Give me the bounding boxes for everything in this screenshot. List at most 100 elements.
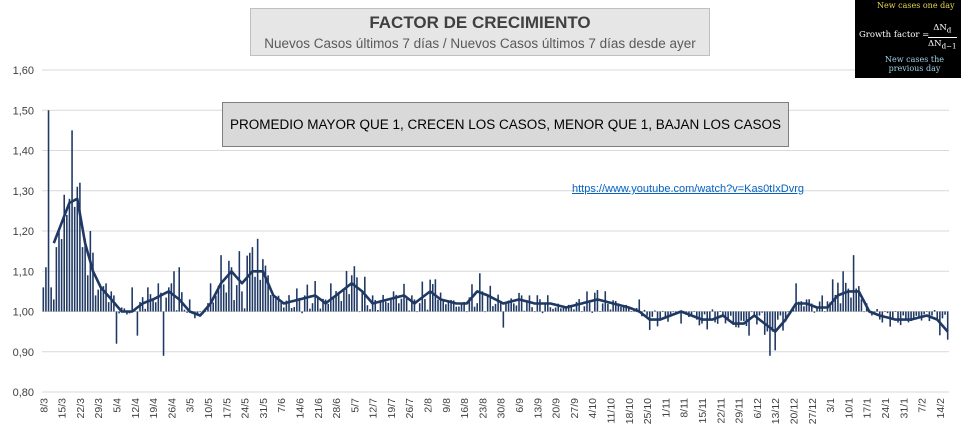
y-tick-label: 1,60 xyxy=(13,65,34,77)
daily-factor-bar xyxy=(445,304,447,312)
daily-factor-bar xyxy=(115,311,118,344)
annotation-text: PROMEDIO MAYOR QUE 1, CRECEN LOS CASOS, … xyxy=(229,117,782,132)
daily-factor-bar xyxy=(293,306,296,312)
daily-factor-bar xyxy=(303,295,306,312)
daily-factor-bar xyxy=(941,311,944,319)
daily-factor-bar xyxy=(262,259,264,312)
daily-factor-bar xyxy=(267,275,269,312)
daily-factor-bar xyxy=(400,298,403,312)
daily-factor-bar xyxy=(565,306,567,312)
daily-factor-bar xyxy=(805,299,808,312)
formula-top-note: New cases one day xyxy=(877,1,955,10)
daily-factor-bar xyxy=(110,291,113,312)
daily-factor-bar xyxy=(894,311,897,312)
x-tick-label: 27/9 xyxy=(569,398,581,419)
x-tick-label: 22/3 xyxy=(75,398,87,419)
daily-factor-bar xyxy=(711,309,714,312)
daily-factor-bar xyxy=(902,311,905,316)
daily-factor-bar xyxy=(264,265,267,312)
daily-factor-bar xyxy=(567,304,570,312)
daily-factor-bar xyxy=(42,287,45,312)
daily-factor-bar xyxy=(769,311,771,356)
x-tick-label: 2/8 xyxy=(423,398,435,413)
x-tick-label: 26/4 xyxy=(166,398,178,419)
daily-factor-bar xyxy=(442,300,445,312)
daily-factor-bar xyxy=(787,311,790,313)
daily-factor-bar xyxy=(821,295,824,312)
daily-factor-bar xyxy=(852,255,855,312)
y-tick-label: 1,00 xyxy=(13,307,34,319)
daily-factor-bar xyxy=(186,311,188,313)
daily-factor-bar xyxy=(282,307,285,312)
daily-factor-bar xyxy=(486,295,489,312)
x-tick-label: 11/10 xyxy=(606,398,618,424)
daily-factor-bar xyxy=(465,311,468,313)
daily-factor-bar xyxy=(319,308,322,312)
daily-factor-bar xyxy=(502,311,505,328)
daily-factor-bar xyxy=(860,299,863,312)
daily-factor-bar xyxy=(554,307,557,312)
daily-factor-bar xyxy=(899,311,902,326)
daily-factor-bar xyxy=(622,305,625,312)
daily-factor-bar xyxy=(280,301,282,312)
daily-factor-bar xyxy=(669,311,672,315)
x-tick-label: 19/4 xyxy=(148,398,160,419)
daily-factor-bar xyxy=(539,299,541,312)
daily-factor-bar xyxy=(944,311,946,315)
daily-factor-bar xyxy=(931,311,933,316)
x-tick-label: 25/10 xyxy=(642,398,654,424)
x-tick-label: 6/9 xyxy=(514,398,526,413)
daily-factor-bar xyxy=(160,292,162,312)
daily-factor-bar xyxy=(272,295,275,312)
daily-factor-bar xyxy=(771,311,774,332)
daily-factor-bar xyxy=(510,298,512,312)
youtube-link[interactable]: https://www.youtube.com/watch?v=Kas0tIxD… xyxy=(572,183,805,195)
daily-factor-bar xyxy=(285,300,288,312)
daily-factor-bar xyxy=(824,311,826,313)
daily-factor-bar xyxy=(560,308,562,312)
daily-factor-bar xyxy=(387,302,390,312)
daily-factor-bar xyxy=(829,302,831,312)
x-tick-label: 17/1 xyxy=(862,398,874,419)
daily-factor-bar xyxy=(76,186,79,312)
daily-factor-bar xyxy=(766,311,769,332)
x-tick-label: 31/1 xyxy=(898,398,910,419)
x-tick-label: 5/4 xyxy=(111,398,123,413)
daily-factor-bar xyxy=(612,300,614,312)
daily-factor-bar xyxy=(60,239,63,312)
daily-factor-bar xyxy=(858,286,860,312)
y-tick-label: 1,30 xyxy=(13,186,34,198)
daily-factor-bar xyxy=(447,301,450,312)
daily-factor-bar xyxy=(450,300,452,312)
daily-factor-bar xyxy=(366,305,369,312)
daily-factor-bar xyxy=(601,303,604,312)
x-tick-label: 23/8 xyxy=(477,398,489,419)
daily-factor-bar xyxy=(66,214,68,312)
daily-factor-bar xyxy=(68,198,71,312)
daily-factor-bar xyxy=(468,297,471,312)
y-tick-label: 1,50 xyxy=(13,105,34,117)
daily-factor-bar xyxy=(241,291,243,312)
daily-factor-bar xyxy=(617,303,620,312)
daily-factor-bar xyxy=(727,311,729,320)
y-tick-label: 1,10 xyxy=(13,266,34,278)
x-tick-label: 3/1 xyxy=(825,398,837,413)
daily-factor-bar xyxy=(844,282,847,312)
daily-factor-bar xyxy=(573,309,575,312)
daily-factor-bar xyxy=(343,289,345,312)
daily-factor-bar xyxy=(630,311,633,312)
daily-factor-bar xyxy=(228,260,230,312)
daily-factor-bar xyxy=(369,309,371,312)
daily-factor-bar xyxy=(233,300,235,312)
daily-factor-bar xyxy=(591,311,593,313)
daily-factor-bar xyxy=(839,303,842,312)
daily-factor-bar xyxy=(79,182,81,312)
daily-factor-bar xyxy=(918,311,920,319)
daily-factor-bar xyxy=(499,301,502,312)
daily-factor-bar xyxy=(327,303,329,312)
daily-factor-bar xyxy=(86,275,89,312)
daily-factor-bar xyxy=(750,311,753,313)
daily-factor-bar xyxy=(403,283,405,312)
daily-factor-bar xyxy=(659,311,661,320)
daily-factor-bar xyxy=(847,288,850,312)
